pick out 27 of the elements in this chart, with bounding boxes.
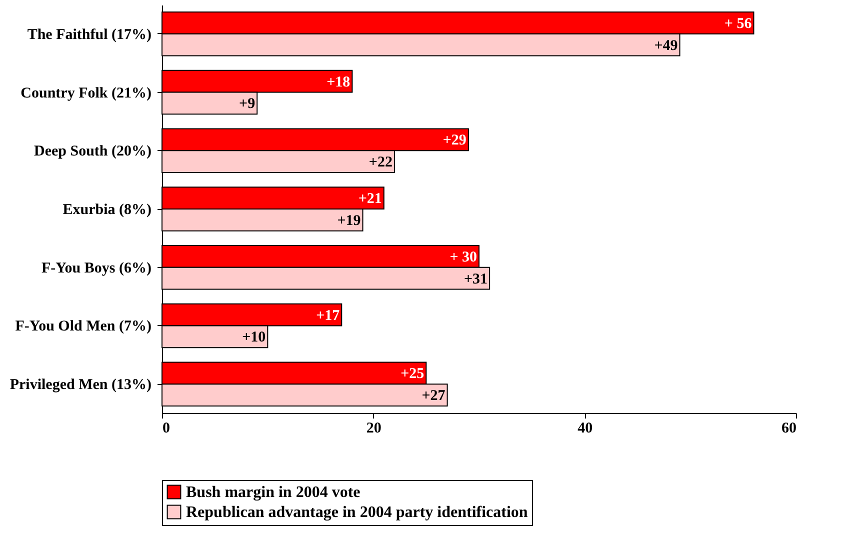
data-label: +9: [239, 96, 256, 112]
data-label: +19: [337, 212, 361, 229]
data-label: +22: [368, 154, 392, 171]
data-label: +29: [442, 132, 466, 149]
y-tick-label: The Faithful (17%): [27, 26, 152, 43]
y-tick-label: Privileged Men (13%): [10, 377, 152, 394]
legend-label: Bush margin in 2004 vote: [186, 484, 360, 501]
data-label: +10: [242, 330, 266, 346]
data-label: +31: [464, 271, 488, 288]
x-tick-label: 20: [366, 420, 382, 436]
data-label: +25: [400, 366, 424, 382]
data-label: + 56: [724, 16, 752, 32]
y-tick-label: Exurbia (8%): [62, 202, 152, 218]
y-tick-label: Deep South (20%): [34, 144, 152, 160]
y-tick-label: F-You Boys (6%): [41, 260, 152, 276]
x-tick-label: 60: [782, 420, 796, 436]
x-tick-label: 40: [578, 420, 593, 436]
x-tick-label: 0: [162, 420, 170, 436]
data-label: +27: [422, 388, 446, 404]
data-label: +49: [654, 38, 678, 54]
legend-label: Republican advantage in 2004 party identification: [186, 504, 528, 521]
data-label: + 30: [450, 249, 477, 266]
data-label: +18: [326, 74, 350, 90]
y-tick-label: Country Folk (21%): [20, 85, 152, 102]
data-label: +17: [316, 308, 340, 324]
data-label: +21: [358, 191, 382, 208]
y-tick-label: F-You Old Men (7%): [15, 318, 152, 335]
